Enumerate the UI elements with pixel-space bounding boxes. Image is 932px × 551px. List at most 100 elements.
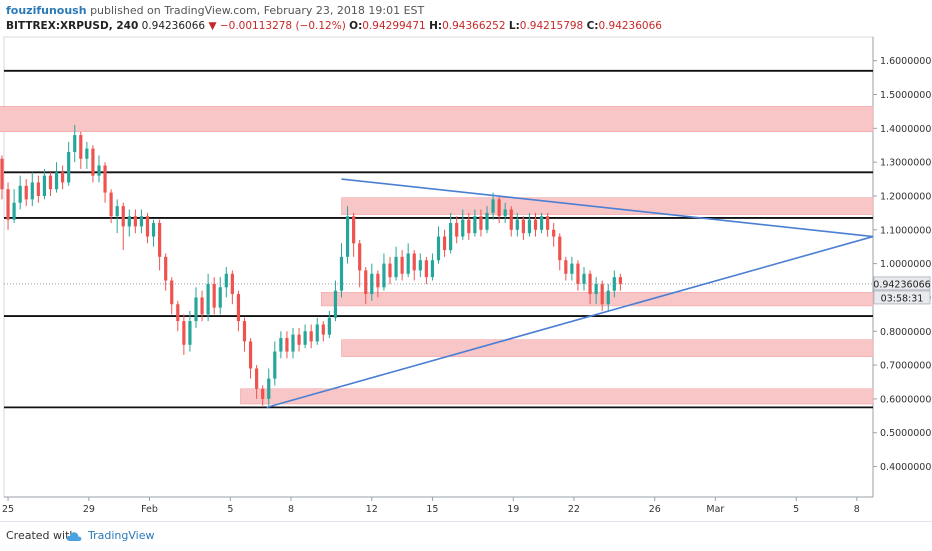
candle-body-61[interactable] bbox=[358, 243, 362, 271]
candle-body-85[interactable] bbox=[503, 209, 507, 217]
candle-body-7[interactable] bbox=[30, 182, 34, 200]
candle-body-52[interactable] bbox=[303, 331, 307, 345]
candle-body-8[interactable] bbox=[36, 182, 40, 196]
candle-body-50[interactable] bbox=[291, 334, 295, 352]
candle-body-17[interactable] bbox=[91, 148, 95, 176]
candle-body-71[interactable] bbox=[418, 260, 422, 271]
candle-body-54[interactable] bbox=[315, 324, 319, 342]
candle-body-86[interactable] bbox=[509, 209, 513, 230]
candle-body-74[interactable] bbox=[436, 236, 441, 261]
candle-body-14[interactable] bbox=[73, 135, 77, 152]
candle-body-95[interactable] bbox=[564, 260, 568, 274]
candle-body-64[interactable] bbox=[376, 273, 380, 288]
symbol-label[interactable]: BITTREX:XRPUSD, 240 bbox=[6, 20, 139, 32]
candle-body-97[interactable] bbox=[576, 263, 580, 284]
candle-body-12[interactable] bbox=[61, 172, 65, 183]
candle-body-82[interactable] bbox=[485, 212, 489, 230]
candle-body-87[interactable] bbox=[515, 219, 519, 230]
candle-body-72[interactable] bbox=[424, 260, 428, 278]
candle-body-70[interactable] bbox=[412, 253, 416, 271]
candle-body-80[interactable] bbox=[473, 216, 477, 234]
candle-body-66[interactable] bbox=[388, 263, 392, 278]
candle-body-27[interactable] bbox=[151, 223, 156, 237]
trendline-0[interactable] bbox=[341, 178, 874, 238]
candle-body-10[interactable] bbox=[48, 175, 53, 190]
trendline-1[interactable] bbox=[266, 235, 874, 409]
candle-body-76[interactable] bbox=[449, 223, 453, 251]
candle-body-41[interactable] bbox=[236, 294, 241, 322]
candle-body-93[interactable] bbox=[552, 229, 556, 237]
candle-body-92[interactable] bbox=[546, 216, 550, 230]
candle-body-30[interactable] bbox=[170, 280, 174, 305]
candle-body-62[interactable] bbox=[364, 270, 368, 295]
candle-body-102[interactable] bbox=[606, 290, 610, 305]
candle-body-25[interactable] bbox=[139, 216, 144, 227]
candle-body-20[interactable] bbox=[109, 192, 113, 217]
candle-body-28[interactable] bbox=[158, 223, 162, 257]
candle-body-4[interactable] bbox=[12, 202, 16, 220]
supply-demand-zone-1[interactable] bbox=[341, 197, 874, 215]
candle-body-63[interactable] bbox=[370, 273, 374, 295]
candle-body-94[interactable] bbox=[558, 236, 562, 261]
candle-body-38[interactable] bbox=[218, 287, 222, 308]
candle-body-84[interactable] bbox=[497, 199, 501, 217]
candle-body-44[interactable] bbox=[255, 368, 259, 389]
candle-body-68[interactable] bbox=[400, 256, 404, 274]
candle-body-42[interactable] bbox=[242, 321, 247, 342]
candle-body-31[interactable] bbox=[176, 304, 180, 322]
candle-body-18[interactable] bbox=[97, 165, 101, 176]
candle-body-24[interactable] bbox=[133, 216, 137, 227]
candle-body-48[interactable] bbox=[279, 338, 283, 352]
candle-body-96[interactable] bbox=[570, 263, 574, 274]
candle-body-99[interactable] bbox=[588, 273, 592, 295]
candle-body-47[interactable] bbox=[273, 351, 277, 379]
candle-body-36[interactable] bbox=[206, 283, 210, 315]
candle-body-59[interactable] bbox=[345, 216, 350, 257]
candle-body-104[interactable] bbox=[618, 277, 622, 284]
candle-body-79[interactable] bbox=[467, 219, 471, 234]
candle-body-100[interactable] bbox=[594, 283, 598, 295]
candle-body-101[interactable] bbox=[600, 283, 604, 305]
candle-body-43[interactable] bbox=[248, 341, 253, 369]
candle-body-29[interactable] bbox=[164, 256, 168, 281]
candle-body-45[interactable] bbox=[261, 388, 265, 399]
candle-body-91[interactable] bbox=[539, 216, 544, 230]
candle-body-58[interactable] bbox=[339, 256, 344, 291]
candle-body-22[interactable] bbox=[121, 206, 125, 227]
candle-body-75[interactable] bbox=[442, 236, 447, 251]
candle-body-51[interactable] bbox=[297, 334, 301, 345]
candle-body-19[interactable] bbox=[103, 165, 107, 193]
candle-body-6[interactable] bbox=[24, 185, 28, 200]
candle-body-37[interactable] bbox=[212, 283, 216, 308]
candle-body-40[interactable] bbox=[230, 273, 234, 295]
price-chart[interactable]: 0.40000000 0.50000000 0.60000000 0.70000000… bbox=[0, 0, 932, 521]
candle-body-21[interactable] bbox=[115, 206, 119, 217]
candle-body-26[interactable] bbox=[145, 216, 150, 237]
supply-demand-zone-3[interactable] bbox=[341, 339, 874, 357]
candle-body-103[interactable] bbox=[612, 277, 616, 291]
candle-body-73[interactable] bbox=[430, 260, 435, 278]
candle-body-98[interactable] bbox=[582, 273, 586, 284]
candle-body-56[interactable] bbox=[327, 317, 331, 335]
candle-body-53[interactable] bbox=[309, 331, 313, 342]
candle-body-67[interactable] bbox=[394, 256, 398, 278]
supply-demand-zone-2[interactable] bbox=[320, 292, 874, 307]
candle-body-2[interactable] bbox=[0, 158, 4, 190]
candle-body-57[interactable] bbox=[333, 290, 338, 318]
candle-body-35[interactable] bbox=[200, 297, 204, 315]
candle-body-23[interactable] bbox=[127, 216, 131, 227]
candle-body-34[interactable] bbox=[194, 297, 198, 322]
candle-body-46[interactable] bbox=[267, 378, 271, 399]
candle-body-11[interactable] bbox=[54, 172, 59, 190]
supply-demand-zone-4[interactable] bbox=[240, 388, 874, 405]
candle-body-78[interactable] bbox=[461, 219, 465, 237]
candle-body-83[interactable] bbox=[491, 199, 495, 213]
tradingview-brand[interactable]: TradingView bbox=[88, 529, 155, 542]
candle-body-9[interactable] bbox=[42, 175, 47, 196]
candle-body-49[interactable] bbox=[285, 338, 289, 352]
candle-body-89[interactable] bbox=[527, 219, 532, 234]
author-link[interactable]: fouzifunoush bbox=[6, 4, 87, 17]
supply-demand-zone-0[interactable] bbox=[0, 106, 874, 133]
candle-body-88[interactable] bbox=[521, 219, 525, 234]
candle-body-65[interactable] bbox=[382, 263, 386, 288]
